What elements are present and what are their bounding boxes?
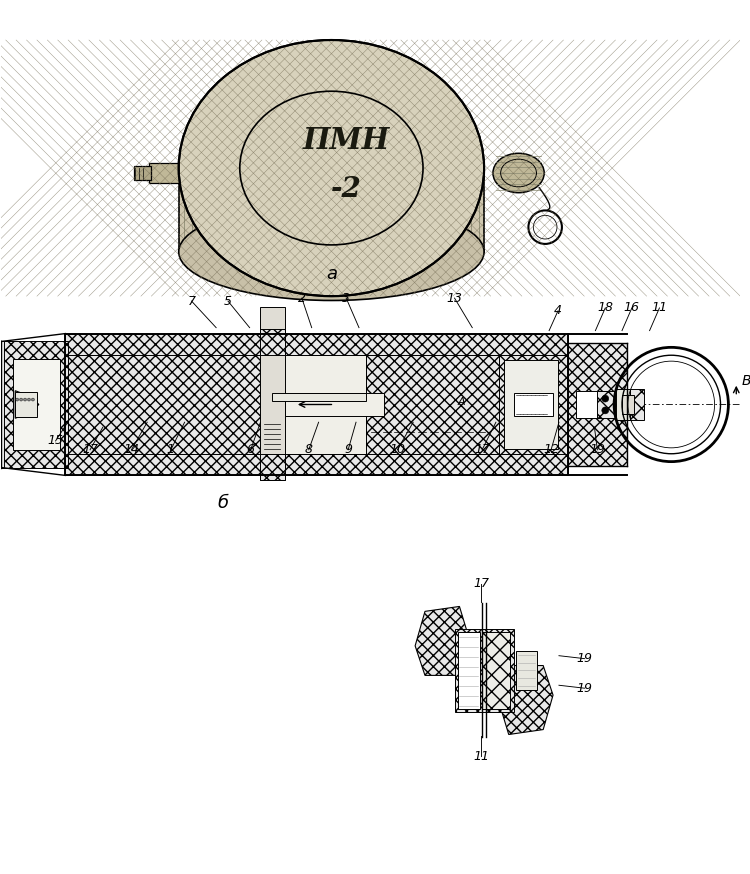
Bar bbox=[15, 392, 37, 417]
Text: 19: 19 bbox=[590, 443, 605, 456]
Circle shape bbox=[16, 398, 19, 401]
Text: 2: 2 bbox=[298, 292, 306, 305]
Text: 19: 19 bbox=[577, 652, 592, 665]
Polygon shape bbox=[15, 391, 39, 419]
Text: 4: 4 bbox=[554, 304, 562, 317]
Circle shape bbox=[23, 398, 26, 401]
Circle shape bbox=[28, 398, 31, 401]
Text: 8: 8 bbox=[304, 443, 313, 456]
Text: 3: 3 bbox=[342, 292, 350, 305]
Bar bbox=[576, 391, 615, 419]
Text: -2: -2 bbox=[331, 177, 362, 204]
Bar bbox=[134, 166, 151, 180]
Text: 18: 18 bbox=[597, 302, 613, 315]
Ellipse shape bbox=[178, 203, 484, 301]
Polygon shape bbox=[496, 665, 553, 734]
Bar bbox=[260, 454, 285, 481]
Circle shape bbox=[602, 407, 609, 414]
Text: 7: 7 bbox=[188, 295, 196, 308]
Text: A: A bbox=[458, 397, 465, 406]
Bar bbox=[568, 343, 627, 466]
Text: 11: 11 bbox=[652, 302, 668, 315]
Text: 10: 10 bbox=[389, 443, 406, 456]
Text: 14: 14 bbox=[124, 443, 140, 456]
Text: 12: 12 bbox=[543, 443, 559, 456]
Text: 19: 19 bbox=[577, 682, 592, 695]
Bar bbox=[2, 342, 68, 468]
Bar bbox=[260, 329, 285, 355]
Bar bbox=[2, 342, 4, 468]
Text: a: a bbox=[326, 266, 337, 283]
Bar bbox=[260, 307, 285, 481]
Polygon shape bbox=[416, 607, 472, 676]
Bar bbox=[598, 391, 615, 419]
Circle shape bbox=[32, 398, 34, 401]
Text: 1: 1 bbox=[166, 443, 175, 456]
Text: 5: 5 bbox=[224, 295, 232, 308]
Ellipse shape bbox=[493, 153, 544, 192]
Ellipse shape bbox=[178, 40, 484, 296]
Bar bbox=[622, 395, 634, 414]
Bar bbox=[514, 392, 553, 416]
Text: 17: 17 bbox=[82, 443, 98, 456]
Bar bbox=[65, 355, 272, 454]
Bar bbox=[482, 632, 510, 709]
Text: 17: 17 bbox=[473, 578, 489, 590]
Text: 11: 11 bbox=[473, 750, 489, 763]
Text: 6: 6 bbox=[247, 443, 254, 456]
Bar bbox=[65, 454, 568, 475]
Text: 17: 17 bbox=[474, 443, 490, 456]
Bar bbox=[616, 389, 630, 420]
Bar bbox=[13, 359, 59, 450]
Circle shape bbox=[602, 395, 609, 402]
Polygon shape bbox=[178, 168, 484, 252]
Bar bbox=[515, 651, 537, 690]
Text: B: B bbox=[741, 374, 750, 388]
Bar bbox=[285, 392, 383, 416]
Text: ПМН: ПМН bbox=[302, 126, 390, 155]
Text: 16: 16 bbox=[624, 302, 640, 315]
Polygon shape bbox=[0, 397, 2, 413]
Bar bbox=[149, 163, 181, 183]
Text: 9: 9 bbox=[344, 443, 352, 456]
Circle shape bbox=[20, 398, 22, 401]
Bar bbox=[65, 334, 568, 355]
Bar bbox=[272, 392, 366, 400]
Text: 13: 13 bbox=[446, 292, 463, 305]
Bar bbox=[499, 355, 568, 454]
Text: б: б bbox=[217, 494, 229, 512]
Bar bbox=[504, 360, 558, 449]
Bar bbox=[272, 355, 366, 454]
Text: 15: 15 bbox=[47, 434, 64, 447]
Bar bbox=[366, 355, 499, 454]
Bar bbox=[454, 629, 514, 711]
Bar bbox=[630, 389, 644, 420]
Bar bbox=[458, 632, 480, 709]
